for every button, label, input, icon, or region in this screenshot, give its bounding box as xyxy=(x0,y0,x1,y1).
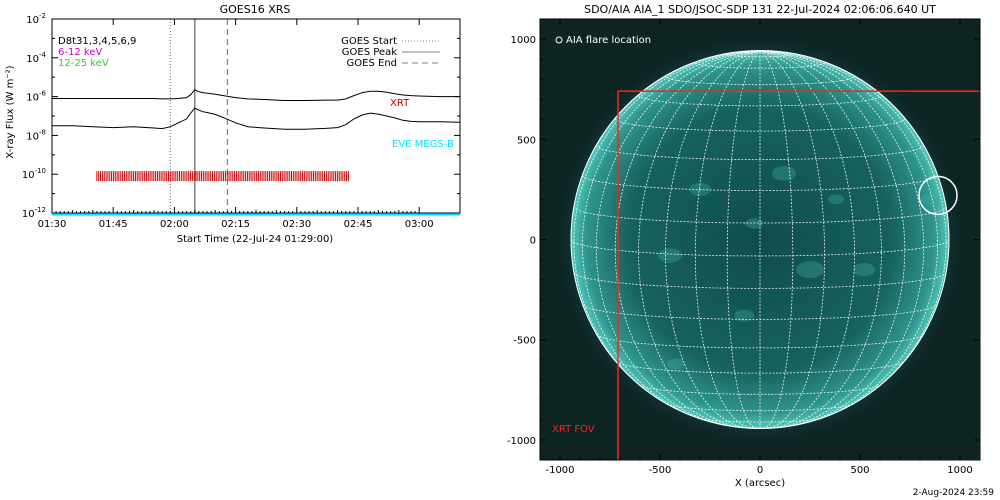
aia-title: SDO/AIA AIA_1 SDO/JSOC-SDP 131 22-Jul-20… xyxy=(584,3,936,16)
active-region-patch xyxy=(658,248,682,263)
legend-goes-peak: GOES Peak xyxy=(342,47,397,58)
grid-line xyxy=(697,417,823,423)
goes-chart-title: GOES16 XRS xyxy=(220,3,291,16)
aia-y-tick-label: -500 xyxy=(513,336,536,347)
aia-x-tick-label: -500 xyxy=(649,465,672,476)
goes-x-tick-label: 01:30 xyxy=(38,219,67,230)
goes-y-tick-label: 10-4 xyxy=(26,51,46,65)
flare-location-circle xyxy=(918,175,958,216)
aia-y-tick-label: 500 xyxy=(517,135,536,146)
grid-line xyxy=(726,50,761,429)
active-region-patch xyxy=(734,309,754,322)
active-region-patch xyxy=(745,218,763,229)
goes-axes: 01:30 01:45 02:00 02:15 02:30 02:45 03:00 10-2 1… xyxy=(22,12,461,230)
grid-line xyxy=(759,50,925,426)
aia-image-plot: SDO/AIA AIA_1 SDO/JSOC-SDP 131 22-Jul-20… xyxy=(507,3,981,489)
aia-flare-label: AIA flare location xyxy=(566,35,651,46)
goes-y-tick-label: 10-2 xyxy=(26,12,46,26)
channel-label-6-12: 6-12 keV xyxy=(58,47,102,58)
grid-line xyxy=(665,50,761,429)
aia-y-tick-label: 1000 xyxy=(511,35,536,46)
goes-y-tick-label: 10-10 xyxy=(22,167,46,181)
aia-axes: -1000 -500 0 500 1000 1000 500 0 -500 -1000 xyxy=(507,18,981,476)
aia-x-tick-label: -1000 xyxy=(545,465,574,476)
goes-y-axis-label: X-ray Flux (W m⁻²) xyxy=(5,65,16,158)
goes-x-axis-label: Start Time (22-Jul-24 01:29:00) xyxy=(177,234,334,245)
legend-goes-end: GOES End xyxy=(347,58,397,69)
goes-frame xyxy=(51,18,461,214)
series-line-1 xyxy=(52,107,461,130)
aia-flare-legend-marker xyxy=(555,36,563,44)
grid-line xyxy=(759,50,882,428)
goes-x-tick-label: 02:00 xyxy=(160,219,189,230)
aia-y-tick-label: 0 xyxy=(530,236,536,247)
active-region-patch xyxy=(828,194,844,205)
grid-line xyxy=(582,175,938,192)
goes-xrs-chart: GOES16 XRS 01:30 01:45 02:00 02:15 02:30 02:4… xyxy=(5,3,461,245)
series-line-0 xyxy=(52,89,460,101)
heliographic-grid xyxy=(570,50,950,429)
active-region-patch xyxy=(772,166,796,181)
eve-megs-label: EVE MEGS-B xyxy=(392,139,454,150)
active-region-patch xyxy=(667,358,685,370)
aia-x-axis-label: X (arcsec) xyxy=(735,478,785,489)
solar-limb xyxy=(570,50,950,429)
goes-x-tick-label: 02:45 xyxy=(344,219,373,230)
aia-x-tick-label: 1000 xyxy=(947,465,972,476)
xrt-fov-label: XRT FOV xyxy=(552,424,595,435)
grid-line xyxy=(573,272,947,289)
timestamp: 2-Aug-2024 23:59 xyxy=(912,488,994,498)
goes-legend: GOES Start GOES Peak GOES End xyxy=(341,36,440,69)
grid-line xyxy=(581,50,761,424)
active-region-patch xyxy=(853,262,875,277)
grid-line xyxy=(614,50,761,428)
aia-x-tick-label: 0 xyxy=(757,465,763,476)
grid-line xyxy=(615,361,905,374)
grid-line xyxy=(573,50,761,409)
goes-y-tick-label: 10-8 xyxy=(26,128,46,142)
grid-line xyxy=(595,50,761,426)
grid-line xyxy=(759,50,947,409)
aia-x-tick-label: 500 xyxy=(850,465,869,476)
grid-line xyxy=(638,50,761,428)
grid-line xyxy=(759,50,794,429)
goes-y-tick-label: 10-6 xyxy=(26,90,46,104)
goes-plot-area xyxy=(52,19,461,216)
grid-line xyxy=(595,145,925,161)
grid-line xyxy=(759,50,906,428)
goes-x-tick-label: 02:15 xyxy=(221,219,250,230)
goes-y-tick-label: 10-12 xyxy=(22,206,46,220)
aia-overlays xyxy=(617,90,980,460)
goes-x-tick-label: 01:45 xyxy=(99,219,128,230)
goes-header-label: D8t31,3,4,5,6,9 xyxy=(58,36,136,47)
xrt-coverage-bar xyxy=(96,171,349,182)
xrt-label: XRT xyxy=(390,98,410,109)
active-region-patch xyxy=(920,193,940,206)
grid-line xyxy=(759,50,939,424)
goes-x-tick-label: 02:30 xyxy=(282,219,311,230)
goes-x-tick-label: 03:00 xyxy=(405,219,434,230)
channel-label-12-25: 12-25 keV xyxy=(58,58,109,69)
legend-goes-start: GOES Start xyxy=(341,36,397,47)
active-region-patch xyxy=(796,261,824,278)
aia-y-tick-label: -1000 xyxy=(507,436,536,447)
grid-line xyxy=(759,50,855,429)
xrt-fov-box xyxy=(617,90,980,460)
